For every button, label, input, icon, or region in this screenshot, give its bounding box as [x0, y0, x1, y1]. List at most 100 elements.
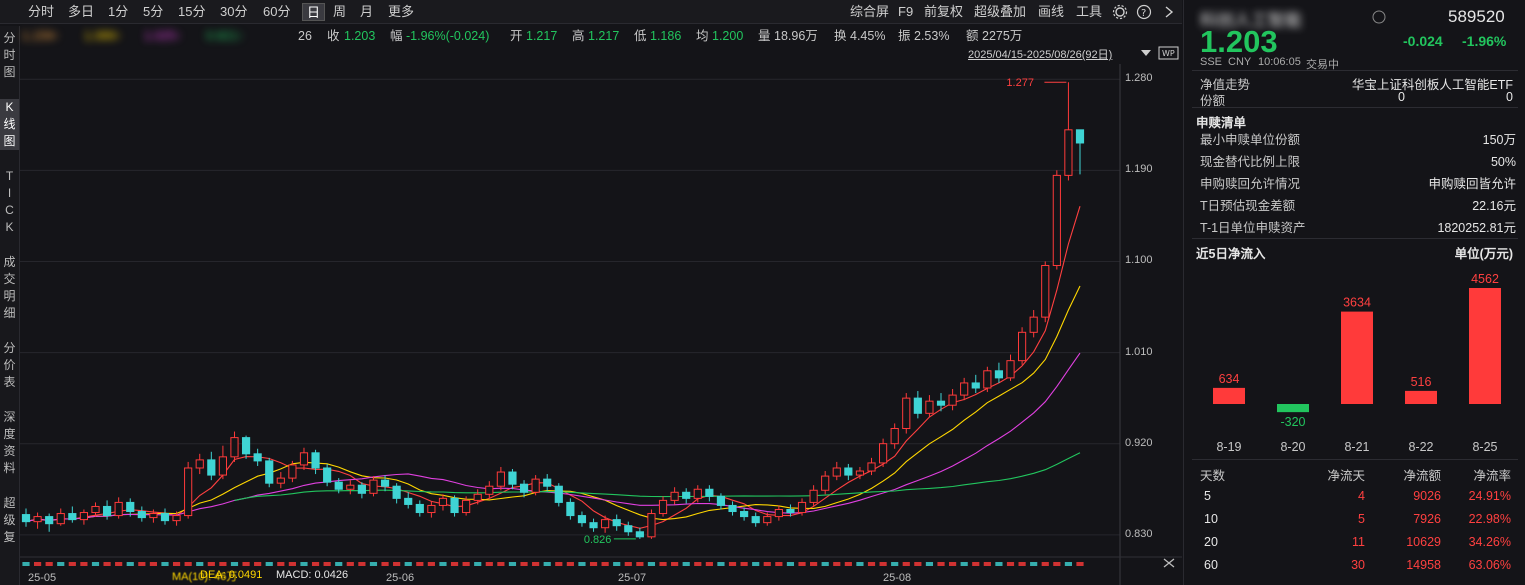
candle[interactable]: [844, 463, 853, 481]
period-2[interactable]: 1分: [108, 4, 129, 19]
chevron-right-icon[interactable]: [1162, 4, 1176, 20]
candle[interactable]: [531, 475, 540, 496]
candle[interactable]: [380, 475, 390, 492]
candle[interactable]: [716, 493, 726, 510]
candle[interactable]: [485, 481, 494, 499]
toolbar-item-4[interactable]: 画线: [1038, 4, 1065, 19]
gear-icon[interactable]: [1112, 4, 1128, 20]
candle[interactable]: [647, 509, 656, 539]
candle[interactable]: [1006, 354, 1015, 381]
candle[interactable]: [172, 511, 181, 526]
candle[interactable]: [670, 487, 679, 505]
candle[interactable]: [56, 508, 65, 526]
candle[interactable]: [1017, 327, 1027, 365]
candle[interactable]: [867, 457, 876, 476]
candle[interactable]: [635, 527, 644, 539]
nav-trend-link[interactable]: 净值走势: [1200, 78, 1251, 92]
candle[interactable]: [566, 498, 575, 520]
candle[interactable]: [554, 483, 563, 507]
candle[interactable]: [1041, 261, 1050, 323]
candle[interactable]: [346, 480, 355, 495]
candle[interactable]: [601, 515, 610, 533]
candle[interactable]: [902, 393, 911, 434]
candle[interactable]: [879, 438, 888, 467]
candle[interactable]: [786, 504, 795, 517]
candle[interactable]: [705, 485, 714, 502]
period-5[interactable]: 30分: [220, 4, 248, 19]
candle[interactable]: [728, 501, 737, 516]
candle[interactable]: [21, 508, 31, 527]
period-6[interactable]: 60分: [263, 4, 291, 19]
candle[interactable]: [543, 474, 552, 492]
candle[interactable]: [427, 501, 436, 518]
candle[interactable]: [265, 457, 274, 488]
period-9[interactable]: 月: [360, 4, 374, 19]
side-tab-0[interactable]: 分时图: [0, 30, 19, 81]
candle[interactable]: [994, 362, 1004, 383]
candle[interactable]: [832, 461, 841, 481]
candle[interactable]: [79, 509, 89, 525]
candle[interactable]: [925, 395, 934, 418]
candle[interactable]: [913, 391, 922, 419]
candle[interactable]: [137, 506, 146, 522]
period-1[interactable]: 多日: [68, 4, 95, 19]
candle[interactable]: [45, 513, 54, 532]
candle[interactable]: [241, 435, 251, 459]
candle[interactable]: [693, 485, 702, 503]
side-tab-6[interactable]: 超级复: [0, 495, 19, 546]
side-tab-5[interactable]: 深度资料: [0, 409, 19, 477]
candle[interactable]: [473, 489, 482, 505]
candle[interactable]: [195, 453, 204, 475]
candle[interactable]: [577, 511, 587, 527]
candle[interactable]: [855, 466, 865, 480]
candle[interactable]: [1064, 82, 1073, 181]
candle[interactable]: [91, 502, 100, 517]
candle[interactable]: [890, 423, 899, 449]
candle[interactable]: [774, 505, 783, 521]
candle[interactable]: [207, 451, 216, 481]
side-tab-4[interactable]: 分价表: [0, 340, 19, 391]
candle[interactable]: [357, 482, 366, 499]
period-0[interactable]: 分时: [28, 4, 55, 19]
candle[interactable]: [288, 460, 297, 483]
candle[interactable]: [519, 480, 529, 498]
candle[interactable]: [369, 476, 378, 497]
flow-bar[interactable]: [1405, 390, 1437, 404]
candle[interactable]: [1029, 310, 1038, 338]
candle[interactable]: [218, 445, 227, 480]
period-7[interactable]: 日: [302, 3, 326, 21]
candle[interactable]: [126, 498, 135, 517]
candle[interactable]: [1075, 129, 1085, 175]
candle[interactable]: [508, 469, 517, 490]
candle[interactable]: [462, 496, 471, 516]
toolbar-item-0[interactable]: 综合屏: [850, 4, 890, 19]
candle[interactable]: [763, 512, 772, 526]
candle[interactable]: [299, 447, 309, 471]
candle[interactable]: [149, 509, 158, 523]
period-10[interactable]: 更多: [388, 4, 415, 19]
period-4[interactable]: 15分: [178, 4, 206, 19]
candle[interactable]: [160, 508, 170, 525]
candle[interactable]: [334, 478, 343, 494]
dropdown-icon[interactable]: [1140, 48, 1152, 58]
candle[interactable]: [33, 512, 42, 529]
candle[interactable]: [276, 472, 285, 489]
period-8[interactable]: 周: [333, 4, 347, 19]
kline-chart[interactable]: 1.277 0.826: [20, 64, 1182, 585]
date-range[interactable]: 2025/04/15-2025/08/26(92日): [968, 49, 1113, 61]
toolbar-item-1[interactable]: F9: [898, 4, 914, 19]
candle[interactable]: [971, 374, 980, 394]
candle[interactable]: [68, 506, 77, 523]
candle[interactable]: [323, 463, 332, 487]
candle[interactable]: [624, 521, 633, 536]
candle[interactable]: [658, 496, 668, 517]
flow-bar[interactable]: [1469, 288, 1501, 404]
candle[interactable]: [936, 393, 946, 412]
toolbar-item-3[interactable]: 超级叠加: [974, 4, 1027, 19]
candle[interactable]: [960, 377, 969, 401]
candle[interactable]: [821, 471, 830, 495]
flow-bar[interactable]: [1277, 404, 1309, 413]
candle[interactable]: [311, 449, 320, 475]
